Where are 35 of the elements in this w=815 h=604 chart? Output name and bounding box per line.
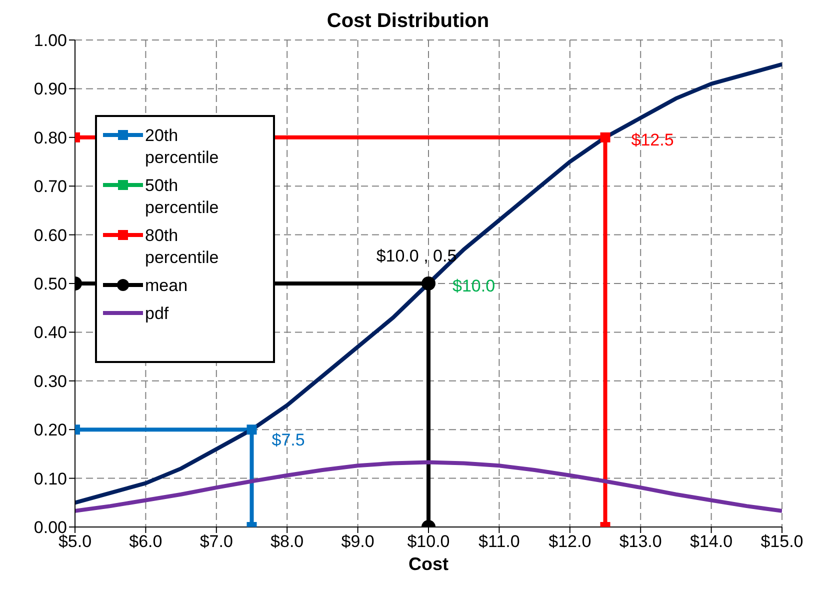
y-tick-label: 0.70 xyxy=(34,177,67,196)
x-tick-label: $14.0 xyxy=(690,532,733,552)
y-tick-label: 0.20 xyxy=(34,420,67,440)
legend-label: pdf xyxy=(145,303,170,325)
point xyxy=(422,276,436,290)
annotation: $12.5 xyxy=(631,130,674,150)
x-tick-label: $11.0 xyxy=(478,532,520,552)
x-axis-title: Cost xyxy=(408,554,449,574)
legend-label: mean xyxy=(145,275,189,297)
legend-label: 50th percentile xyxy=(145,175,220,219)
y-tick-label: 0.10 xyxy=(34,469,67,488)
annotation: $10.0 xyxy=(452,276,496,296)
chart-title: Cost Distribution xyxy=(326,10,490,32)
point xyxy=(600,132,610,142)
x-tick-label: $9.0 xyxy=(341,532,374,552)
line-series xyxy=(75,62,782,505)
x-tick-label: $10.0 xyxy=(407,532,450,552)
annotation: $7.5 xyxy=(272,430,305,450)
legend-label: 20th percentile xyxy=(145,125,220,169)
x-tick-label: $15.0 xyxy=(760,532,804,552)
y-tick-label: 0.50 xyxy=(34,274,67,294)
x-tick-label: $8.0 xyxy=(270,532,304,552)
y-tick-label: 0.40 xyxy=(34,323,67,342)
x-tick-label: $12.0 xyxy=(548,532,592,552)
y-tick-label: 0.30 xyxy=(34,372,67,391)
annotation: $10.0 , 0.5 xyxy=(376,246,457,266)
line-series xyxy=(75,460,782,513)
x-tick-label: $7.0 xyxy=(200,532,233,552)
legend-label: 80th percentile xyxy=(145,225,220,269)
y-tick-label: 0.60 xyxy=(34,226,67,245)
x-tick-label: $13.0 xyxy=(619,532,662,552)
y-tick-label: 0.90 xyxy=(34,80,67,99)
y-tick-label: 1.00 xyxy=(34,31,67,50)
x-tick-label: $6.0 xyxy=(129,532,162,552)
y-tick-label: 0.80 xyxy=(34,128,67,148)
